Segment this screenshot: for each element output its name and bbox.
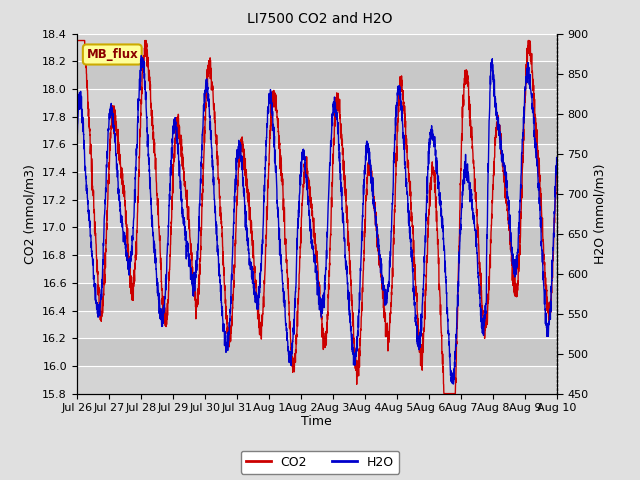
Text: LI7500 CO2 and H2O: LI7500 CO2 and H2O (247, 12, 393, 26)
Text: MB_flux: MB_flux (86, 48, 138, 61)
Bar (77, 34, 557, 61)
Bar (77, 255, 557, 283)
Bar (77, 366, 557, 394)
Legend: CO2, H2O: CO2, H2O (241, 451, 399, 474)
Bar (77, 338, 557, 366)
Bar (77, 311, 557, 338)
Bar (77, 61, 557, 89)
Y-axis label: CO2 (mmol/m3): CO2 (mmol/m3) (24, 164, 36, 264)
Bar (77, 144, 557, 172)
X-axis label: Time: Time (301, 415, 332, 428)
Bar (77, 89, 557, 117)
Bar (77, 200, 557, 228)
Bar (77, 172, 557, 200)
Bar (77, 117, 557, 144)
Bar (77, 283, 557, 311)
Bar (77, 228, 557, 255)
Y-axis label: H2O (mmol/m3): H2O (mmol/m3) (594, 163, 607, 264)
